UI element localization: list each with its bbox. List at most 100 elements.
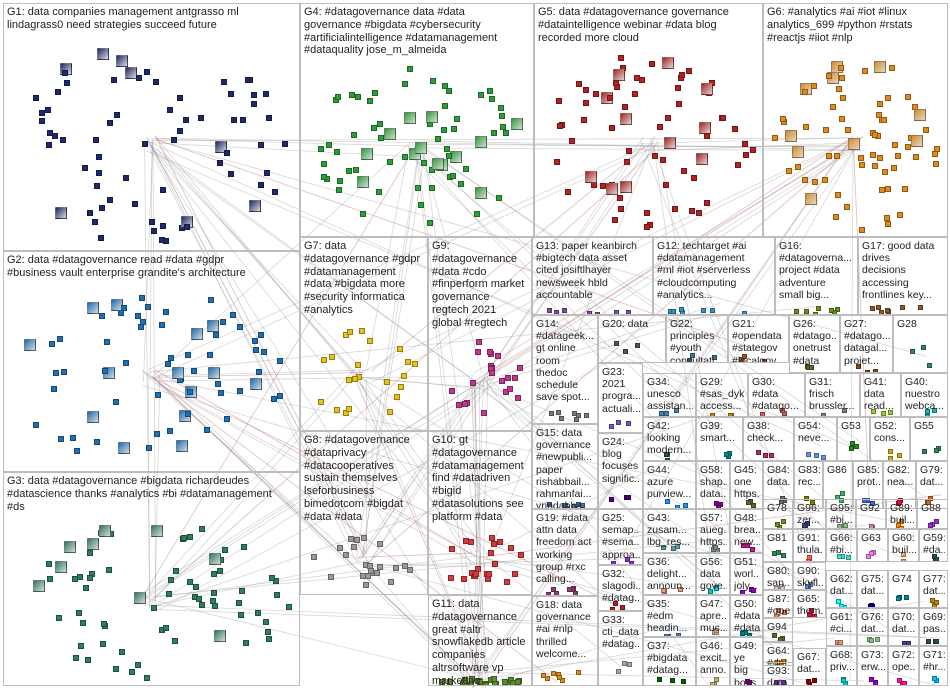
network-node: [111, 76, 118, 83]
group-g28: G28: [893, 315, 948, 373]
network-edge: [156, 555, 475, 598]
network-node: [265, 636, 272, 643]
network-node: [662, 181, 669, 188]
group-label: G50: #data #data...: [734, 598, 760, 635]
network-edge: [423, 143, 860, 148]
group-label: G25: semap... #sema... approa...: [602, 512, 640, 561]
group-nodes: [827, 530, 856, 561]
network-node: [38, 109, 45, 116]
network-edge: [365, 136, 656, 568]
network-node: [926, 638, 932, 644]
group-nodes: [301, 4, 533, 236]
group-nodes: [827, 647, 856, 685]
network-edge: [155, 147, 358, 376]
network-edge: [154, 137, 655, 147]
group-label: G26: #datago... onetrust #data: [793, 318, 837, 367]
network-node: [212, 603, 219, 610]
group-nodes: [429, 238, 531, 430]
network-node: [785, 130, 798, 143]
group-nodes: [731, 596, 762, 636]
network-edge: [363, 135, 863, 567]
network-node: [320, 161, 327, 168]
network-node: [553, 591, 559, 595]
network-node: [411, 361, 418, 368]
network-node: [883, 214, 890, 221]
group-label: G11: data #datagovernance great #altr sn…: [432, 598, 526, 686]
network-edge: [154, 609, 942, 639]
network-node: [812, 614, 818, 617]
network-node: [839, 116, 846, 123]
group-label: G90: skyfl...: [797, 565, 823, 590]
group-nodes: [731, 638, 762, 685]
network-node: [615, 669, 621, 675]
network-node: [780, 115, 787, 122]
network-node: [463, 166, 470, 173]
network-node: [933, 557, 939, 561]
network-node: [811, 678, 817, 684]
network-node: [858, 162, 865, 169]
network-node: [626, 420, 632, 426]
group-nodes: [4, 252, 299, 471]
network-edge: [142, 144, 859, 594]
network-node: [511, 571, 518, 578]
group-g51: G51: worl... joly...: [730, 553, 763, 595]
network-node: [809, 499, 815, 505]
network-node: [865, 369, 871, 372]
network-node: [511, 374, 518, 381]
network-node: [661, 57, 674, 70]
network-node: [826, 152, 833, 159]
network-node: [119, 648, 126, 655]
group-label: G14: #datageek... gt online room thedoc …: [536, 318, 594, 404]
network-node: [808, 582, 814, 588]
group-g32: G32: slagodi... #datag...: [598, 565, 643, 611]
network-node: [46, 130, 53, 137]
network-node: [286, 603, 293, 610]
network-node: [762, 453, 768, 459]
group-nodes: [861, 374, 900, 416]
group-label: G43: zusam... lbg_res...: [647, 512, 691, 549]
network-node: [869, 550, 875, 556]
network-node: [761, 358, 767, 362]
network-edge: [474, 383, 483, 686]
group-label: G42: looking modern...: [647, 420, 692, 457]
group-g9: G9: #datagovernance #data #cdo #finperfo…: [428, 237, 532, 431]
network-node: [838, 497, 844, 503]
network-node: [430, 78, 437, 85]
network-node: [906, 641, 912, 645]
group-nodes: [894, 316, 947, 372]
network-node: [872, 132, 879, 139]
network-node: [546, 591, 552, 595]
network-node: [933, 518, 939, 524]
network-node: [802, 523, 808, 528]
network-node: [884, 185, 891, 192]
network-edge: [472, 553, 937, 687]
group-label: G49: ye big boss...: [734, 640, 760, 686]
group-label: G48: brea... new...: [734, 512, 760, 549]
group-nodes: [533, 510, 597, 595]
network-node: [99, 525, 112, 538]
network-edge: [362, 376, 489, 390]
network-edge: [356, 374, 559, 503]
group-nodes: [533, 597, 597, 685]
network-node: [516, 364, 523, 371]
network-node: [439, 679, 446, 685]
network-node: [639, 76, 646, 83]
group-nodes: [599, 566, 642, 610]
network-node: [415, 142, 428, 155]
network-node: [491, 560, 498, 567]
network-node: [486, 87, 493, 94]
network-edge: [355, 149, 419, 559]
network-node: [139, 294, 145, 301]
network-node: [335, 93, 342, 100]
network-node: [776, 607, 782, 613]
network-node: [488, 534, 495, 541]
group-g79: G79: dat...: [916, 461, 948, 509]
network-node: [145, 303, 152, 310]
network-node: [785, 168, 792, 175]
network-node: [820, 454, 826, 460]
network-node: [679, 72, 686, 79]
group-nodes: [644, 554, 695, 594]
network-node: [356, 175, 369, 188]
network-node: [50, 385, 57, 392]
network-edge: [473, 146, 851, 374]
